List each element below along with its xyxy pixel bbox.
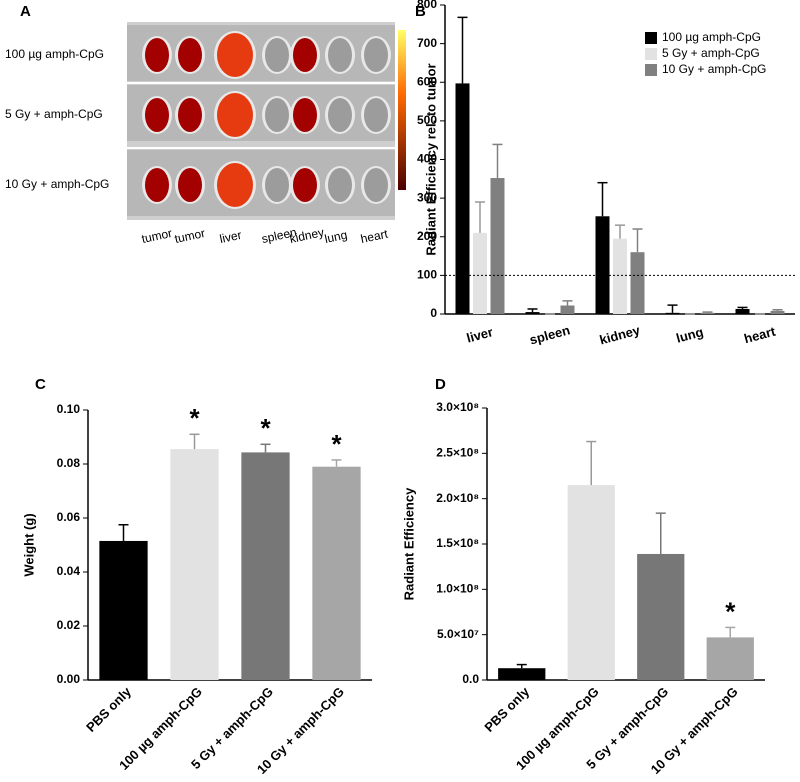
panel-label: D [435, 376, 446, 393]
bar [560, 305, 575, 314]
bar [567, 485, 615, 680]
y-axis-label: Radiant Efficiency rel. to tumor [423, 63, 438, 255]
panel-label: A [20, 3, 31, 20]
bar [735, 308, 750, 314]
bar [700, 312, 715, 314]
bar [241, 452, 290, 680]
y-tick-label: 300 [417, 190, 437, 204]
y-axis-label: Radiant Efficiency [401, 487, 416, 600]
y-tick-label: 0.06 [57, 510, 81, 524]
row-label: 100 µg amph-CpG [5, 47, 104, 61]
significance-marker: * [331, 429, 342, 459]
column-label: heart [359, 227, 389, 247]
y-tick-label: 400 [417, 152, 437, 166]
y-tick-label: 0 [430, 306, 437, 320]
y-tick-label: 3.0×10⁸ [436, 400, 479, 414]
organ-signal [364, 168, 388, 202]
x-tick-label: PBS only [83, 683, 135, 735]
organ-signal [178, 38, 202, 72]
row-label: 10 Gy + amph-CpG [5, 177, 109, 191]
bar [665, 312, 680, 314]
panel-label: C [35, 376, 46, 393]
legend-swatch [645, 32, 657, 44]
bar [99, 540, 148, 680]
organ-signal [178, 168, 202, 202]
legend-label: 5 Gy + amph-CpG [662, 46, 760, 60]
row-label: 5 Gy + amph-CpG [5, 107, 103, 121]
organ-signal [328, 98, 352, 132]
organ-signal [265, 98, 289, 132]
bar [312, 466, 361, 680]
organ-signal [293, 98, 317, 132]
organ-signal [364, 38, 388, 72]
y-tick-label: 500 [417, 113, 437, 127]
y-tick-label: 1.5×10⁸ [436, 536, 479, 550]
bar [490, 178, 505, 314]
column-label: tumor [173, 226, 206, 246]
organ-signal [145, 168, 169, 202]
organ-signal [217, 33, 253, 77]
organ-signal [364, 98, 388, 132]
bar [637, 553, 685, 680]
organ-signal [328, 168, 352, 202]
y-tick-label: 1.0×10⁸ [436, 582, 479, 596]
y-tick-label: 800 [417, 0, 437, 11]
x-tick-label: spleen [528, 322, 572, 347]
organ-signal [217, 93, 253, 137]
y-tick-label: 0.00 [57, 672, 81, 686]
color-scale [398, 30, 406, 190]
y-tick-label: 0.02 [57, 618, 81, 632]
bar [613, 238, 627, 314]
organ-signal [328, 38, 352, 72]
organ-signal [217, 163, 253, 207]
significance-marker: * [260, 413, 271, 443]
column-label: tumor [140, 226, 173, 246]
bar [630, 252, 645, 314]
x-tick-label: heart [742, 323, 777, 346]
bar [473, 232, 487, 314]
organ-signal [265, 38, 289, 72]
y-tick-label: 2.5×10⁸ [436, 446, 479, 460]
organ-signal [293, 168, 317, 202]
significance-marker: * [725, 596, 736, 626]
bar [770, 310, 785, 314]
legend-swatch [645, 64, 657, 76]
panel-label: B [415, 3, 426, 20]
x-tick-label: liver [465, 324, 495, 345]
y-axis-label: Weight (g) [21, 513, 36, 576]
legend-label: 10 Gy + amph-CpG [662, 62, 766, 76]
column-label: lung [323, 228, 348, 246]
bar [595, 216, 610, 314]
organ-signal [265, 168, 289, 202]
bar [706, 637, 754, 680]
bar [455, 83, 470, 314]
legend-swatch [645, 48, 657, 60]
y-tick-label: 0.0 [462, 672, 479, 686]
column-label: liver [218, 228, 242, 246]
organ-signal [178, 98, 202, 132]
y-tick-label: 0.04 [57, 564, 81, 578]
bar [170, 449, 219, 680]
x-tick-label: PBS only [481, 683, 533, 735]
y-tick-label: 200 [417, 229, 437, 243]
bar [525, 312, 540, 314]
x-tick-label: kidney [598, 322, 642, 347]
y-tick-label: 2.0×10⁸ [436, 491, 479, 505]
organ-signal [293, 38, 317, 72]
legend-label: 100 µg amph-CpG [662, 30, 761, 44]
y-tick-label: 5.0×10⁷ [437, 627, 479, 641]
y-tick-label: 100 [417, 268, 437, 282]
y-tick-label: 0.10 [57, 402, 81, 416]
bar [498, 668, 546, 680]
y-tick-label: 0.08 [57, 456, 81, 470]
y-tick-label: 600 [417, 74, 437, 88]
y-tick-label: 700 [417, 36, 437, 50]
organ-signal [145, 98, 169, 132]
organ-signal [145, 38, 169, 72]
significance-marker: * [189, 403, 200, 433]
x-tick-label: lung [675, 324, 705, 346]
